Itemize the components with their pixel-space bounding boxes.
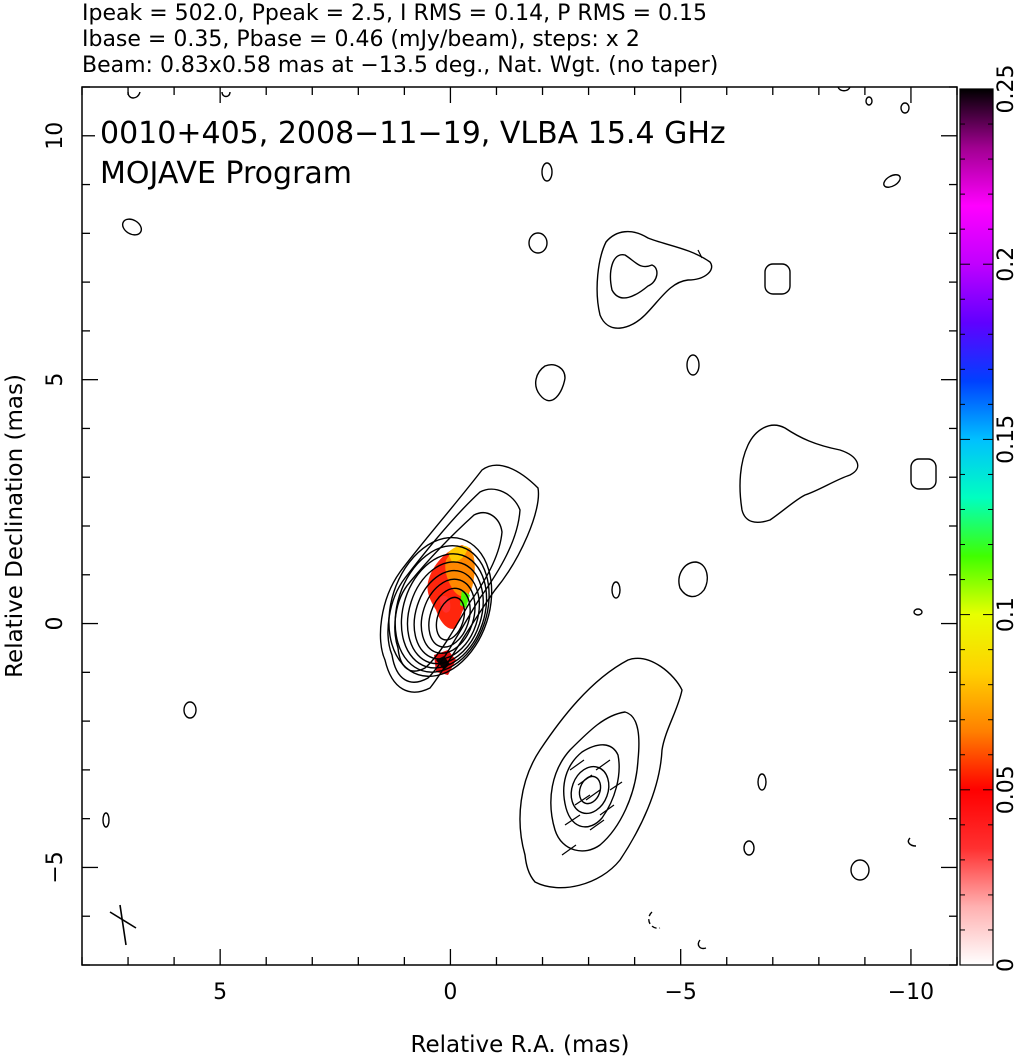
x-tick-label: −10 bbox=[888, 980, 934, 1005]
header-line-2: Ibase = 0.35, Pbase = 0.46 (mJy/beam), s… bbox=[82, 27, 640, 52]
north-component-contour-outer bbox=[596, 231, 713, 329]
colorbar-tick-label: 0.15 bbox=[994, 415, 1019, 464]
header-line-3: Beam: 0.83x0.58 mas at −13.5 deg., Nat. … bbox=[82, 53, 718, 78]
small-component-contour-8 bbox=[183, 701, 197, 719]
small-component-contour-5 bbox=[541, 162, 553, 182]
south-component-contour-4 bbox=[570, 765, 610, 815]
colorbar-tick-label: 0.25 bbox=[994, 65, 1019, 114]
small-component-contour-20 bbox=[697, 939, 707, 950]
y-tick-label: 10 bbox=[43, 122, 68, 150]
y-tick-label: 0 bbox=[43, 617, 68, 631]
contour-map bbox=[102, 87, 937, 950]
core-contour bbox=[394, 544, 490, 673]
south-component-contour-5 bbox=[578, 775, 602, 805]
colorbar-tick-label: 0.2 bbox=[994, 247, 1019, 282]
north-component-contour-inner bbox=[609, 254, 658, 299]
east-component-contour bbox=[739, 424, 859, 523]
small-component-contour-19 bbox=[648, 911, 661, 929]
y-tick-label: −5 bbox=[43, 851, 68, 883]
y-axis-title: Relative Declination (mas) bbox=[2, 374, 28, 678]
core-contour bbox=[400, 553, 488, 669]
axis-tick-labels: 5 0 −5 −10 10 5 0 −5 bbox=[43, 122, 934, 1005]
x-tick-label: −5 bbox=[664, 980, 696, 1005]
small-component-contour-23 bbox=[865, 96, 873, 106]
south-component-contour-2 bbox=[550, 711, 640, 852]
colorbar-tick-label: 0 bbox=[994, 958, 1019, 972]
core-contour bbox=[406, 561, 484, 665]
small-component-contour-22 bbox=[837, 87, 851, 92]
core-contour bbox=[413, 569, 480, 660]
small-component-contour-14 bbox=[900, 102, 910, 114]
colorbar-gradient bbox=[959, 88, 994, 966]
small-component-contour-2 bbox=[764, 263, 791, 295]
core-contour bbox=[388, 536, 493, 678]
y-tick-label: 5 bbox=[43, 373, 68, 387]
core-contour bbox=[435, 596, 466, 641]
small-component-contour-3 bbox=[910, 458, 937, 490]
core-jet-contour-3 bbox=[394, 512, 503, 672]
small-component-contour-9 bbox=[611, 581, 621, 599]
small-component-contour-12 bbox=[757, 773, 767, 791]
small-component-contour-1 bbox=[678, 561, 708, 598]
core-jet-contour-2 bbox=[387, 488, 521, 683]
core-contour bbox=[420, 578, 476, 654]
small-component-contour-6 bbox=[528, 232, 548, 254]
small-component-contour-16 bbox=[102, 812, 110, 828]
small-component-contour-15 bbox=[913, 608, 923, 616]
small-component-contour-18 bbox=[221, 91, 231, 98]
header-line-1: Ipeak = 502.0, Ppeak = 2.5, I RMS = 0.14… bbox=[82, 1, 707, 26]
overlay-title: 0010+405, 2008−11−19, VLBA 15.4 GHz MOJA… bbox=[95, 112, 837, 192]
plot-frame bbox=[81, 86, 958, 966]
south-component-contour-outer bbox=[519, 657, 683, 889]
small-component-contour-21 bbox=[907, 837, 917, 847]
colorbar-ticks bbox=[960, 88, 993, 966]
colorbar-tick-labels: 0 0.05 0.1 0.15 0.2 0.25 bbox=[994, 65, 1019, 972]
overlay-line-2: MOJAVE Program bbox=[100, 156, 352, 191]
x-axis-title: Relative R.A. (mas) bbox=[411, 1032, 630, 1058]
colorbar-tick-label: 0.1 bbox=[994, 597, 1019, 632]
small-component-contour-11 bbox=[850, 859, 870, 881]
small-component-contour-13 bbox=[883, 174, 901, 188]
colorbar: 0 0.05 0.1 0.15 0.2 0.25 bbox=[959, 65, 1019, 972]
small-component-contour-10 bbox=[743, 840, 755, 856]
core-contour bbox=[428, 587, 471, 648]
small-component-contour-4 bbox=[686, 354, 700, 376]
colorbar-tick-label: 0.05 bbox=[994, 765, 1019, 814]
mid-component-contour bbox=[534, 364, 566, 402]
small-component-contour-7 bbox=[121, 218, 143, 236]
polarization-vectors bbox=[561, 249, 703, 856]
south-component-contour-3 bbox=[563, 744, 620, 828]
overlay-line-1: 0010+405, 2008−11−19, VLBA 15.4 GHz bbox=[100, 116, 726, 151]
axis-ticks bbox=[81, 86, 958, 966]
small-component-contour-17 bbox=[127, 91, 141, 99]
beam-marker bbox=[109, 904, 137, 946]
core-jet-contour-outer bbox=[379, 464, 540, 693]
x-tick-label: 5 bbox=[213, 980, 227, 1005]
x-tick-label: 0 bbox=[443, 980, 457, 1005]
